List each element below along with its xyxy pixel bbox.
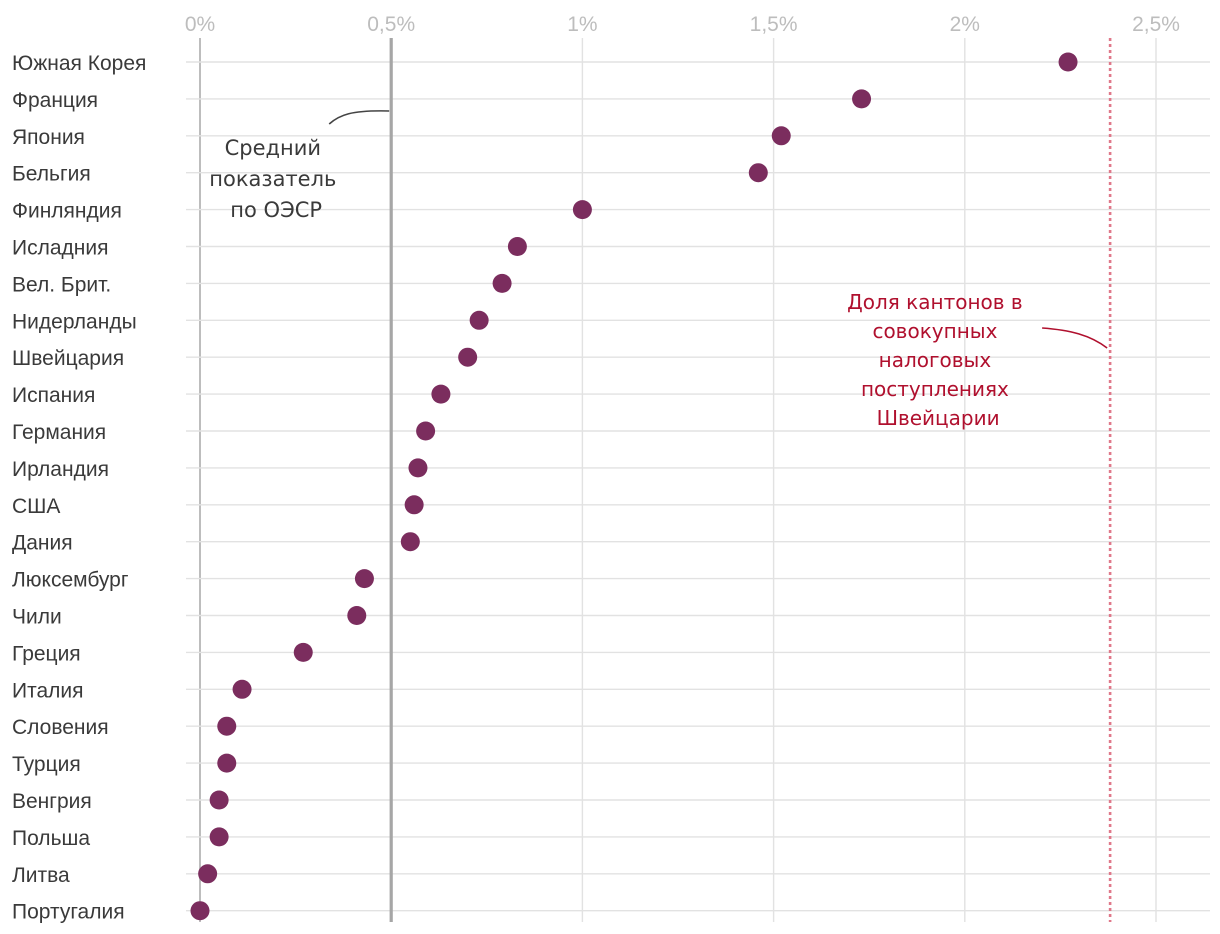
average-annotation-line: Средний [225,136,321,160]
category-label: Люксембург [12,569,129,592]
data-point: Исладния [507,237,527,256]
category-label: Чили [12,606,62,629]
category-label: Литва [12,864,70,887]
swiss-annotation-leader [1042,327,1108,349]
category-label: Ирландия [12,458,109,481]
data-point: Южная Корея [1058,52,1078,72]
category-label: Словения [12,716,109,739]
data-point: Венгрия [209,790,229,810]
data-point: Турция [217,753,237,773]
swiss-annotation-line: поступлениях [861,377,1009,401]
category-label: Дания [12,532,73,555]
data-point: Греция [293,642,313,662]
annotations: Средний показатель по ОЭСР Доля кантонов… [209,110,1108,430]
category-label: Венгрия [12,790,92,813]
average-annotation-leader [328,110,390,125]
category-label: Бельгия [12,163,91,186]
category-labels: Южная Корея Франция Япония Бельгия Финляндия… [12,52,146,924]
horizontal-gridlines [186,61,1210,912]
data-point: Вел. Брит. [492,273,512,293]
data-point: Польша [209,827,229,847]
data-point: Франция [852,89,872,109]
vertical-gridlines [199,38,1157,922]
data-point: Ирландия [408,458,428,478]
data-point: Германия [416,421,436,441]
category-label: Португалия [12,901,125,924]
data-point: Испания [431,384,451,404]
data-point: Италия [232,679,252,699]
data-point: Чили [347,606,367,625]
reference-lines [389,38,1112,922]
swiss-annotation-text: Доля кантонов в совокупных налоговых пос… [847,290,1029,430]
data-point: Нидерланды [469,310,489,330]
x-tick-label: 2% [950,13,980,36]
average-annotation-line: по ОЭСР [230,198,322,222]
average-annotation-text: Средний показатель по ОЭСР [209,136,343,222]
swiss-annotation-line: Доля кантонов в [847,290,1023,314]
data-point: Япония [771,126,791,146]
swiss-annotation-line: налоговых [879,348,992,372]
category-label: Япония [12,126,85,149]
category-label: Турция [12,753,81,776]
category-label: США [12,495,60,518]
category-label: Германия [12,421,106,444]
category-label: Швейцария [12,347,124,370]
swiss-annotation-line: совокупных [872,319,997,343]
data-point: Финляндия [572,200,592,220]
x-tick-label: 1,5% [750,13,798,36]
category-label: Франция [12,89,98,112]
category-label: Нидерланды [12,310,137,333]
x-tick-label: 0,5% [367,13,415,36]
x-axis-tick-labels: 0% 0,5% 1% 1,5% 2% 2,5% [185,13,1180,36]
x-tick-label: 0% [185,13,215,36]
x-tick-label: 1% [567,13,597,36]
category-label: Южная Корея [12,52,146,75]
category-label: Италия [12,679,84,702]
x-tick-label: 2,5% [1132,13,1180,36]
category-label: Исладния [12,237,108,260]
category-label: Вел. Брит. [12,273,111,296]
data-point: Литва [198,864,218,884]
data-point: Люксембург [354,569,374,589]
category-label: Греция [12,642,81,665]
category-label: Польша [12,827,90,850]
swiss-annotation-line: Швейцарии [877,406,1000,430]
data-point: США [404,495,424,515]
category-label: Испания [12,384,95,407]
average-annotation-line: показатель [209,167,336,191]
data-point: Словения [217,716,237,736]
data-point: Португалия [190,901,210,921]
category-label: Финляндия [12,200,122,223]
data-point: Дания [400,532,420,552]
data-point: Швейцария [458,347,478,367]
data-point: Бельгия [748,163,768,183]
